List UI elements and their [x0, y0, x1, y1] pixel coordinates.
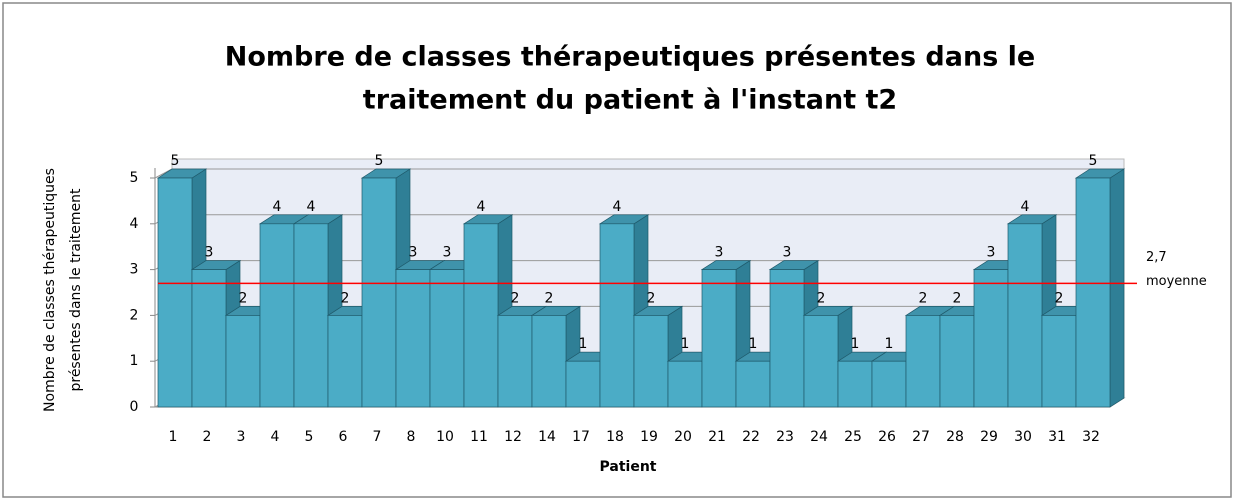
bar: [837, 360, 873, 408]
data-label: 5: [1089, 153, 1098, 169]
data-label: 1: [681, 336, 690, 352]
bar: [225, 315, 261, 408]
data-label: 2: [511, 290, 520, 306]
x-tick-label: 8: [407, 429, 416, 445]
bar: [871, 360, 907, 408]
bar: [293, 223, 329, 408]
data-label: 1: [749, 336, 758, 352]
mean-value-label: 2,7: [1146, 250, 1167, 265]
x-tick-label: 12: [504, 429, 522, 445]
data-label: 3: [409, 245, 418, 261]
x-tick-label: 24: [810, 429, 828, 445]
x-tick-label: 17: [572, 429, 590, 445]
data-label: 1: [851, 336, 860, 352]
x-tick-label: 1: [169, 429, 178, 445]
y-tick-label: 3: [130, 262, 139, 278]
bar: [939, 315, 975, 408]
y-axis-title: Nombre de classes thérapeutiques: [42, 168, 58, 412]
data-label: 3: [987, 245, 996, 261]
bar: [1041, 315, 1077, 408]
bar: [973, 269, 1009, 408]
x-tick-label: 21: [708, 429, 726, 445]
data-label: 4: [477, 199, 486, 215]
data-label: 2: [919, 290, 928, 306]
data-label: 2: [817, 290, 826, 306]
y-tick-label: 4: [130, 216, 139, 232]
bar: [191, 269, 227, 408]
bar: [531, 315, 567, 408]
data-label: 4: [1021, 199, 1030, 215]
x-tick-label: 4: [271, 429, 280, 445]
data-label: 3: [443, 245, 452, 261]
bar: [259, 223, 295, 408]
x-tick-label: 27: [912, 429, 930, 445]
bar: [803, 315, 839, 408]
y-tick-label: 0: [130, 399, 139, 415]
bar: [463, 223, 499, 408]
mean-name-label: moyenne: [1146, 274, 1207, 289]
y-tick-label: 2: [130, 307, 139, 323]
bar: [599, 223, 635, 408]
data-label: 2: [341, 290, 350, 306]
bar: [769, 269, 805, 408]
data-label: 2: [545, 290, 554, 306]
x-tick-label: 28: [946, 429, 964, 445]
data-label: 2: [239, 290, 248, 306]
data-label: 5: [375, 153, 384, 169]
bar-side: [1109, 168, 1125, 408]
bar: [667, 360, 703, 408]
x-tick-label: 18: [606, 429, 624, 445]
data-label: 5: [171, 153, 180, 169]
data-label: 3: [783, 245, 792, 261]
data-label: 1: [579, 336, 588, 352]
x-tick-label: 10: [436, 429, 454, 445]
x-tick-label: 11: [470, 429, 488, 445]
x-tick-label: 2: [203, 429, 212, 445]
x-tick-label: 5: [305, 429, 314, 445]
x-tick-label: 6: [339, 429, 348, 445]
bar: [395, 269, 431, 408]
bar: [633, 315, 669, 408]
x-tick-label: 32: [1082, 429, 1100, 445]
chart-title: Nombre de classes thérapeutiques présent…: [225, 42, 1035, 73]
data-label: 3: [205, 245, 214, 261]
x-tick-label: 29: [980, 429, 998, 445]
y-tick-label: 1: [130, 353, 139, 369]
x-tick-label: 26: [878, 429, 896, 445]
x-tick-label: 14: [538, 429, 556, 445]
y-tick-label: 5: [130, 170, 139, 186]
x-tick-label: 3: [237, 429, 246, 445]
x-tick-label: 30: [1014, 429, 1032, 445]
bar: [157, 177, 193, 408]
data-label: 3: [715, 245, 724, 261]
data-label: 2: [1055, 290, 1064, 306]
chart-title: traitement du patient à l'instant t2: [363, 85, 897, 116]
x-tick-label: 22: [742, 429, 760, 445]
bar: [327, 315, 363, 408]
x-tick-label: 7: [373, 429, 382, 445]
x-tick-label: 23: [776, 429, 794, 445]
data-label: 4: [273, 199, 282, 215]
x-tick-label: 20: [674, 429, 692, 445]
data-label: 4: [613, 199, 622, 215]
y-axis-title: présentes dans le traitement: [68, 188, 84, 392]
x-tick-label: 19: [640, 429, 658, 445]
data-label: 1: [885, 336, 894, 352]
bar: [497, 315, 533, 408]
bar: [905, 315, 941, 408]
bar: [565, 360, 601, 408]
bar: [429, 269, 465, 408]
data-label: 2: [647, 290, 656, 306]
data-label: 4: [307, 199, 316, 215]
bar: [701, 269, 737, 408]
bar: [735, 360, 771, 408]
x-axis-title: Patient: [600, 459, 657, 475]
x-tick-label: 31: [1048, 429, 1066, 445]
bar: [361, 177, 397, 408]
x-tick-label: 25: [844, 429, 862, 445]
data-label: 2: [953, 290, 962, 306]
bar: [1075, 177, 1111, 408]
bar: [1007, 223, 1043, 408]
